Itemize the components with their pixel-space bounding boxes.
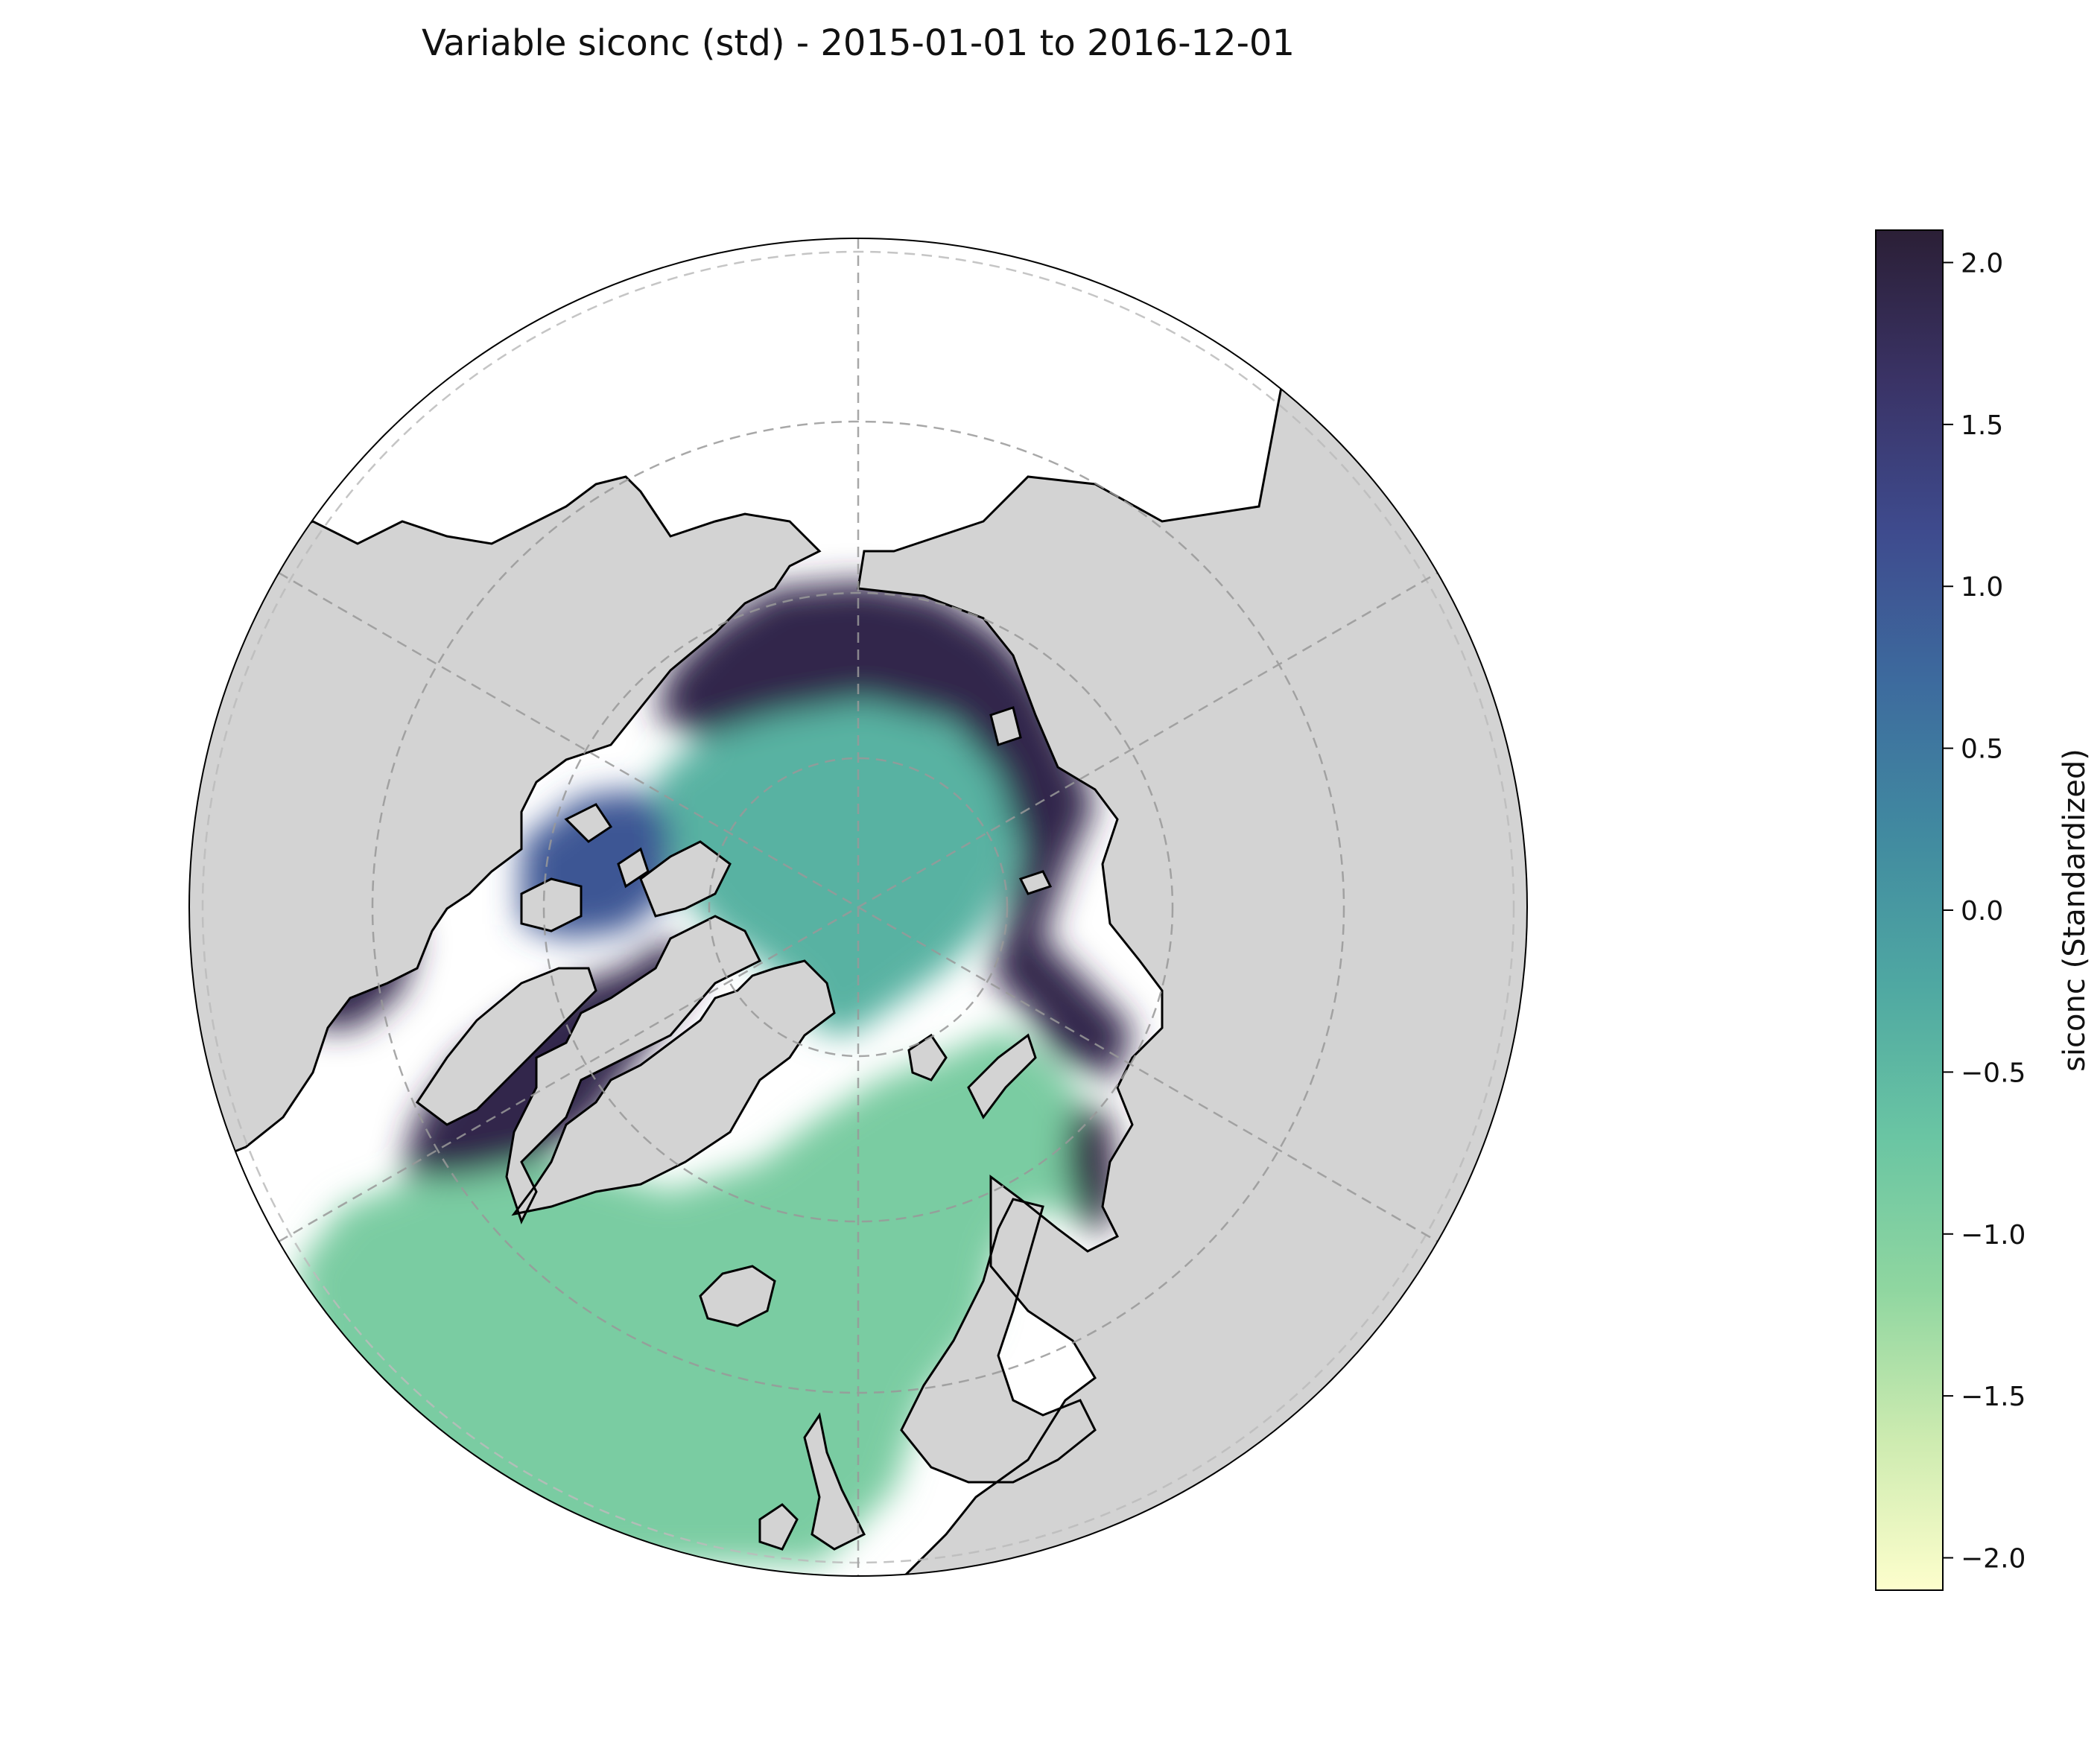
land-island-b (618, 849, 648, 886)
colorbar-tick-label: −1.0 (1961, 1220, 2026, 1251)
coastline-victoria (520, 877, 583, 933)
coastline-severnaya (989, 706, 1022, 746)
coastline-uk (803, 1412, 866, 1551)
colorbar-tick-label: 0.5 (1961, 734, 2003, 765)
coastline-eurasia (857, 311, 1527, 1576)
colorbar-tick-label: −0.5 (1961, 1058, 2026, 1088)
colorbar-tick-label: 1.5 (1961, 410, 2003, 441)
colorbar-label: siconc (Standardized) (2058, 749, 2092, 1072)
coastline-island-b (617, 847, 650, 889)
colorbar: 2.0 1.5 1.0 0.5 0.0 −0.5 −1.0 −1.5 −2.0 siconc (… (1875, 229, 2092, 1591)
land-greenland (507, 916, 760, 1221)
coastline-island-a (564, 803, 613, 843)
polar-map (188, 238, 1528, 1577)
land-victoria (521, 879, 581, 931)
coastline-svalbard (907, 1033, 948, 1081)
colorbar-tick-label: 1.0 (1961, 572, 2003, 603)
graticule (201, 238, 1515, 1576)
colorbar-bar (1875, 229, 1944, 1591)
coastline-iceland (699, 1265, 776, 1327)
coastline-greenland-main (511, 959, 836, 1216)
colorbar-tick-label: −1.5 (1961, 1382, 2026, 1412)
coastline-franz-josef (1018, 870, 1053, 895)
land-novaya-zemlya (968, 1035, 1035, 1117)
map-title: Variable siconc (std) - 2015-01-01 to 20… (422, 22, 1295, 64)
land-baffin (417, 968, 596, 1125)
land-iceland (700, 1266, 775, 1326)
map-frame (188, 238, 1528, 1577)
land-severnaya (991, 708, 1021, 745)
colorbar-ticks: 2.0 1.5 1.0 0.5 0.0 −0.5 −1.0 −1.5 −2.0 (1943, 248, 2026, 1575)
coastline-greenland (505, 915, 762, 1224)
colorbar-tick-label: 2.0 (1961, 248, 2003, 279)
latitude-circle-80 (708, 757, 1009, 1058)
land-overlay (189, 313, 1527, 1576)
latitude-circle-70 (542, 591, 1174, 1223)
land-svalbard (909, 1035, 946, 1080)
coastline-novaya-zemlya (967, 1033, 1037, 1119)
land-north-america (189, 477, 819, 1266)
coastline-baffin (415, 967, 597, 1126)
colorbar-tick-label: 0.0 (1961, 896, 2003, 927)
land-eurasia (858, 313, 1527, 1576)
coastline-ireland (758, 1503, 799, 1551)
land-greenland-main (514, 961, 834, 1214)
land-scandinavia (901, 1199, 1095, 1482)
land-uk (805, 1415, 864, 1549)
field-siberia (656, 581, 1132, 1080)
coastline-scandinavia (900, 1198, 1097, 1484)
meridian-120-300 (278, 571, 1438, 1243)
coastline-ellesmere (639, 840, 732, 918)
colorbar-tick-label: −2.0 (1961, 1544, 2026, 1575)
coastlines (189, 311, 1527, 1576)
